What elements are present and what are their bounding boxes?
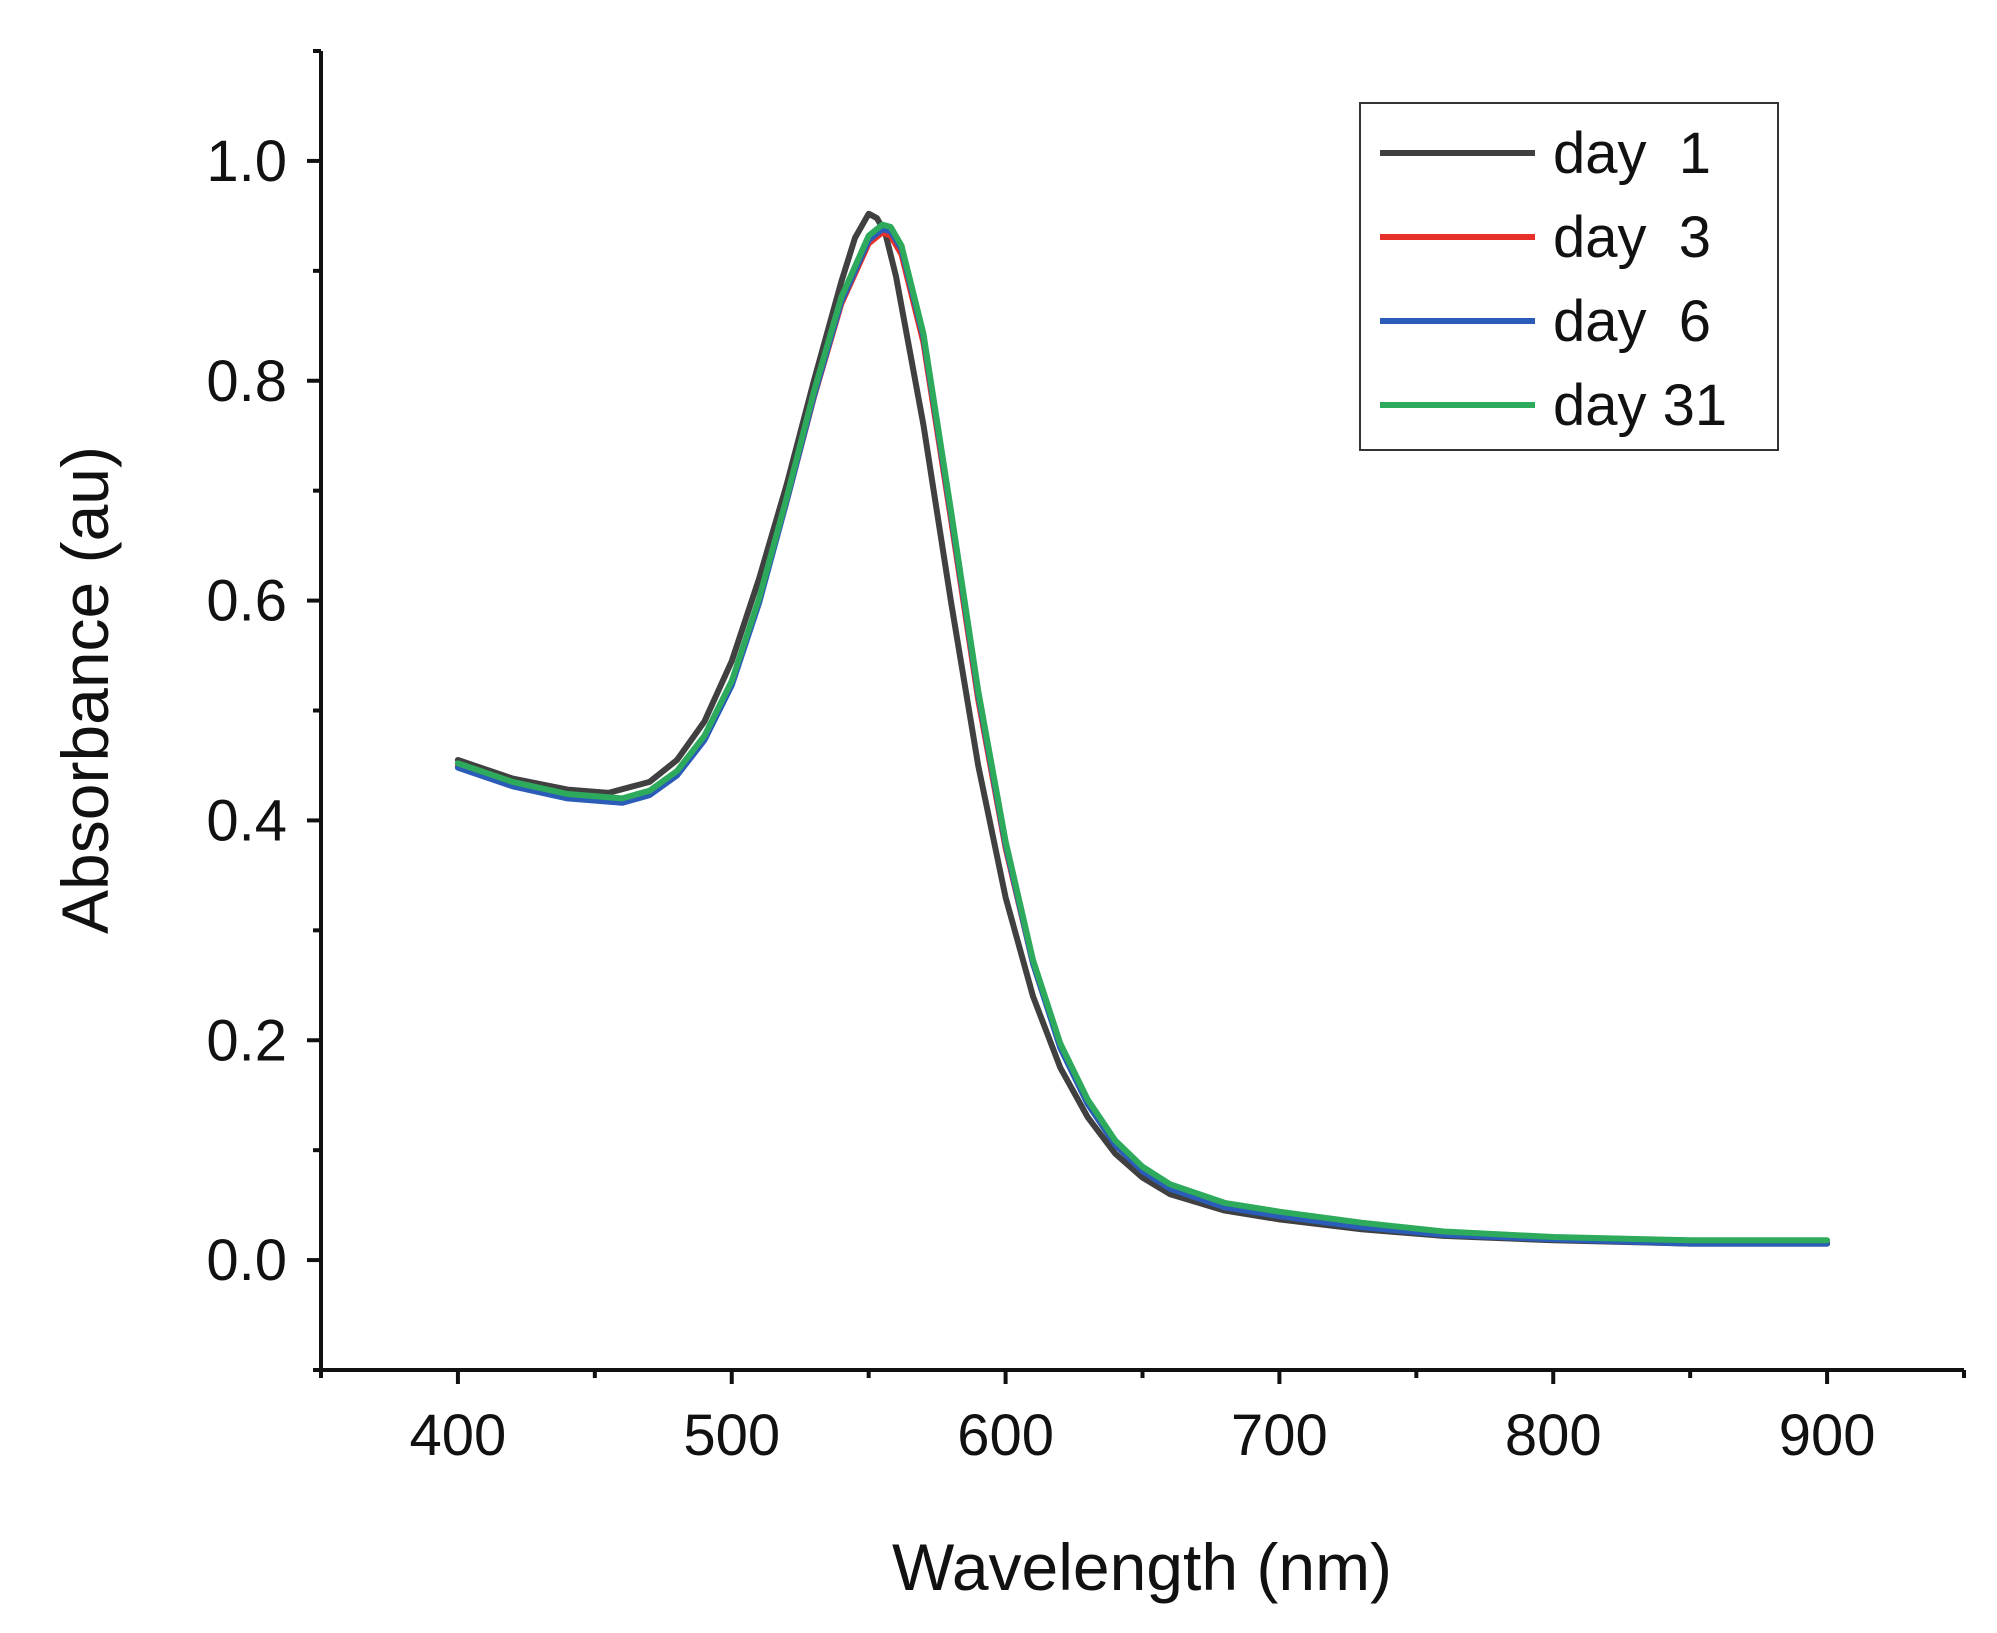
plot-lines	[454, 210, 1831, 1247]
legend-box	[1359, 102, 1779, 451]
x-axis-title: Wavelength (nm)	[892, 1530, 1392, 1604]
legend-items: day 1 day 3 day 6 day 31	[1380, 121, 1727, 438]
y-tick-label: 1.0	[206, 129, 287, 194]
series-line-4	[454, 221, 1831, 1244]
y-axis-title: Absorbance (au)	[48, 446, 122, 934]
x-tick-label: 400	[410, 1403, 507, 1468]
x-tick-label: 500	[683, 1403, 780, 1468]
y-tick-label: 0.2	[206, 1008, 287, 1073]
y-tick-label: 0.8	[206, 349, 287, 414]
y-ticks: 0.0 0.2 0.4 0.6 0.8 1.0	[206, 49, 321, 1372]
y-tick-label: 0.0	[206, 1228, 287, 1293]
legend-label-3: day 6	[1553, 289, 1711, 354]
y-tick-label: 0.6	[206, 569, 287, 634]
series-line-1	[454, 210, 1831, 1247]
x-tick-label: 800	[1505, 1403, 1602, 1468]
x-tick-label: 600	[957, 1403, 1054, 1468]
x-ticks: 400 500 600 700 800 900	[319, 1370, 1966, 1468]
legend-label-4: day 31	[1553, 373, 1727, 438]
x-tick-label: 700	[1231, 1403, 1328, 1468]
y-tick-label: 0.4	[206, 788, 287, 853]
legend: day 1 day 3 day 6 day 31	[1359, 102, 1779, 451]
legend-label-2: day 3	[1553, 205, 1711, 270]
legend-label-1: day 1	[1553, 121, 1711, 186]
x-tick-label: 900	[1779, 1403, 1876, 1468]
